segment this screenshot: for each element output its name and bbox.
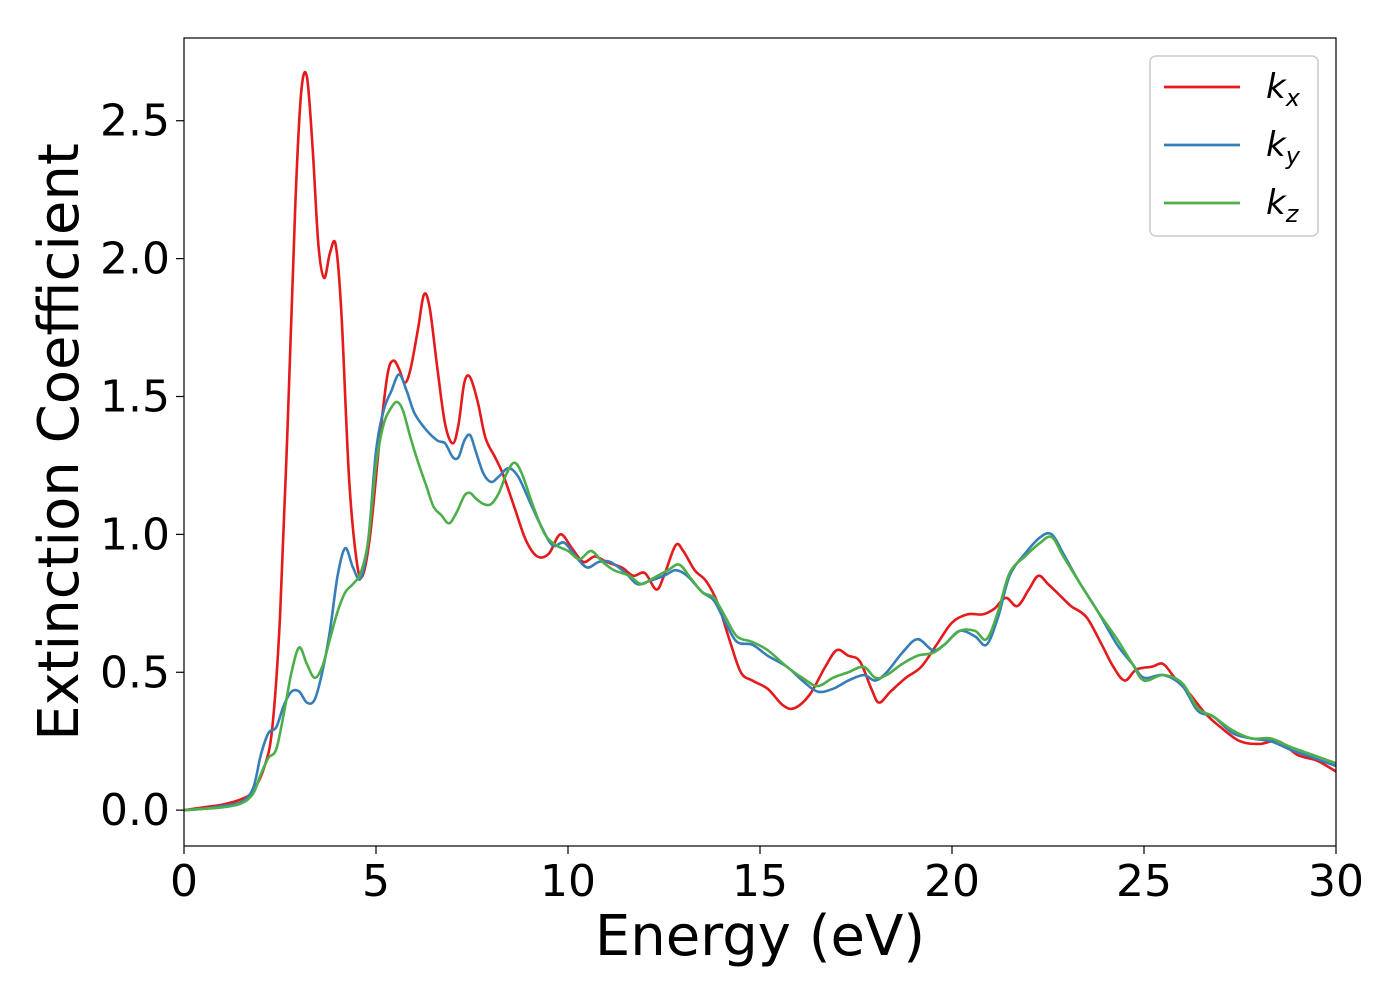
series-line-k-x — [184, 70, 1336, 812]
legend-label-k-x: kx — [1266, 67, 1301, 112]
y-axis-ticks: 0.0 0.5 1.0 1.5 2.0 2.5 — [100, 96, 184, 836]
legend: kx ky kz — [1149, 55, 1319, 237]
x-tick-label: 25 — [1116, 856, 1172, 907]
y-tick-label: 1.5 — [100, 371, 170, 422]
legend-label-k-y: ky — [1266, 125, 1301, 170]
y-tick-label: 2.5 — [100, 96, 170, 147]
x-tick-label: 10 — [540, 856, 596, 907]
legend-label-k-z: kz — [1266, 183, 1300, 228]
y-tick-label: 1.0 — [100, 509, 170, 560]
y-tick-label: 2.0 — [100, 234, 170, 285]
x-tick-label: 5 — [362, 856, 390, 907]
x-tick-label: 0 — [170, 856, 198, 907]
x-axis-ticks: 0 5 10 15 20 25 30 — [170, 846, 1364, 907]
x-tick-label: 30 — [1308, 856, 1364, 907]
y-tick-label: 0.5 — [100, 647, 170, 698]
x-tick-label: 20 — [924, 856, 980, 907]
series-lines — [184, 70, 1336, 812]
plot-area-frame — [183, 37, 1337, 847]
y-tick-label: 0.0 — [100, 785, 170, 836]
series-line-k-y — [184, 373, 1336, 812]
y-axis-label: Extinction Coefficient — [27, 143, 92, 741]
x-axis-label: Energy (eV) — [595, 904, 925, 969]
x-tick-label: 15 — [732, 856, 788, 907]
series-line-k-z — [184, 400, 1336, 812]
